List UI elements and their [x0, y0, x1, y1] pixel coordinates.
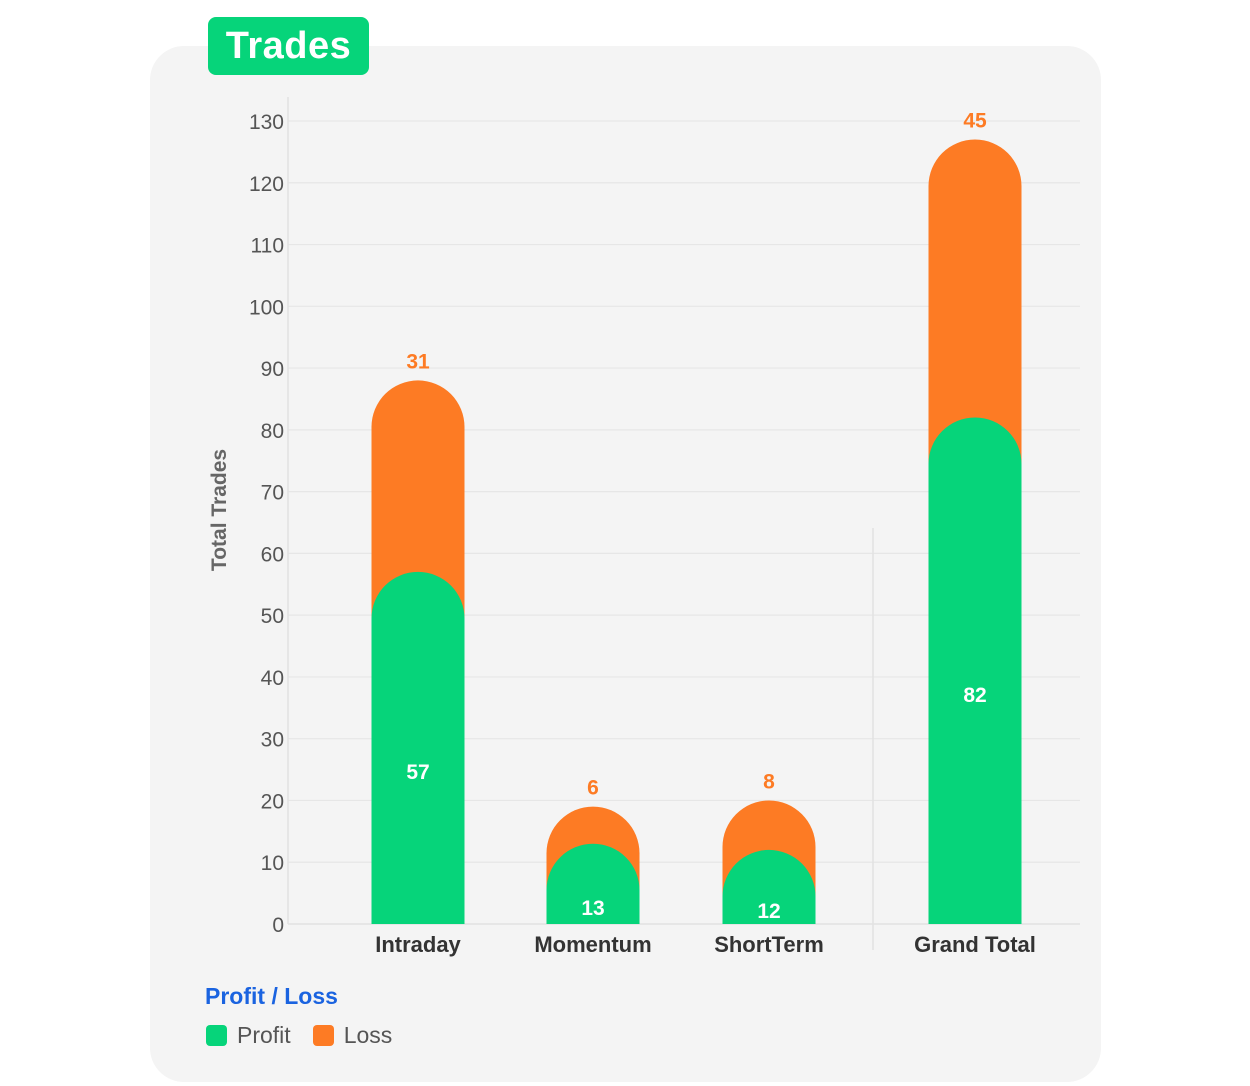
data-label-profit: 12	[757, 900, 780, 923]
y-tick-label: 70	[261, 482, 284, 505]
data-label-profit: 57	[406, 761, 429, 784]
legend-swatch-loss	[312, 1025, 334, 1046]
data-label-loss: 45	[963, 110, 987, 133]
data-label-loss: 6	[587, 777, 599, 800]
legend: Profit Loss	[206, 1022, 414, 1049]
data-label-profit: 82	[963, 684, 986, 707]
legend-title: Profit / Loss	[205, 983, 338, 1009]
legend-item-profit[interactable]: Profit	[206, 1022, 291, 1049]
y-tick-label: 10	[261, 852, 284, 875]
x-category-label: Intraday	[375, 932, 461, 957]
y-tick-label: 120	[249, 173, 284, 196]
bar-profit	[546, 843, 640, 924]
y-tick-label: 0	[272, 914, 284, 937]
y-tick-label: 20	[261, 790, 284, 813]
legend-label-loss: Loss	[343, 1022, 393, 1048]
bar-profit	[928, 417, 1022, 924]
y-tick-label: 50	[261, 605, 284, 628]
y-tick-label: 30	[261, 729, 284, 752]
chart-title-badge: Trades	[208, 17, 369, 75]
x-category-label: Momentum	[534, 932, 651, 957]
y-tick-label: 80	[261, 420, 284, 443]
legend-label-profit: Profit	[237, 1022, 291, 1048]
y-tick-label: 40	[261, 667, 284, 690]
x-category-label: Grand Total	[914, 932, 1036, 957]
bar-profit	[371, 571, 465, 924]
y-tick-label: 110	[251, 235, 284, 258]
data-label-loss: 8	[763, 770, 775, 793]
y-tick-label: 130	[249, 111, 284, 134]
y-tick-label: 60	[261, 543, 284, 566]
x-category-label: ShortTerm	[714, 932, 824, 957]
legend-item-loss[interactable]: Loss	[312, 1022, 393, 1049]
y-tick-label: 90	[261, 358, 284, 381]
data-label-loss: 31	[406, 350, 430, 373]
y-tick-label: 100	[249, 296, 284, 319]
bar-profit	[722, 849, 816, 924]
y-axis-title: Total Trades	[208, 449, 231, 571]
legend-swatch-profit	[206, 1025, 227, 1046]
data-label-profit: 13	[581, 897, 604, 920]
